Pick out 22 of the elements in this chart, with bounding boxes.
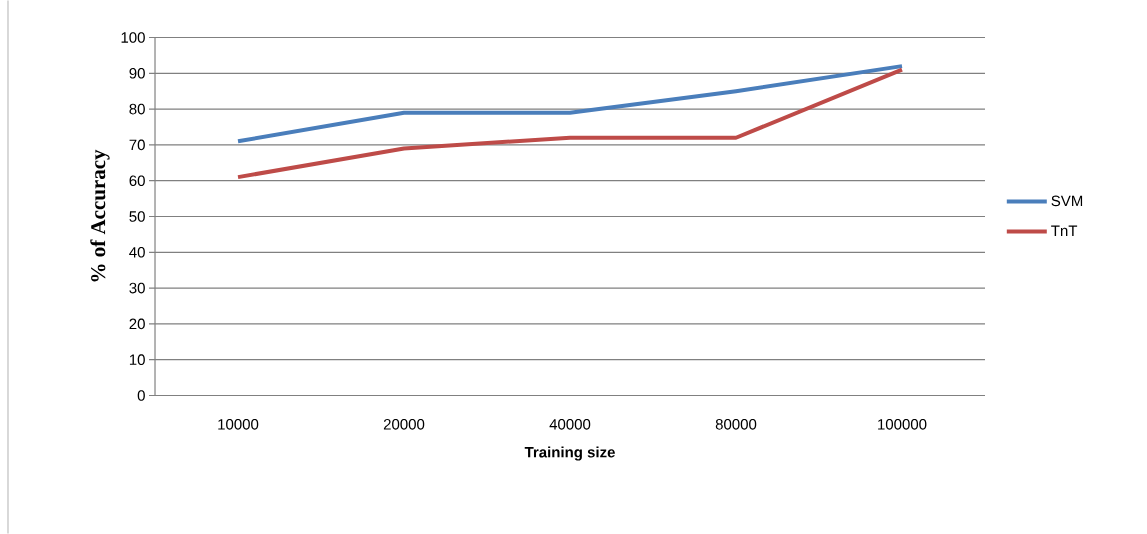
y-tick-label: 80 [129,103,145,115]
y-tick-label: 50 [129,211,145,222]
x-tick-label: 10000 [218,419,259,430]
legend-label: TnT [1051,225,1078,236]
y-tick-label: 20 [129,318,145,330]
y-tick-label: 40 [129,246,145,258]
y-tick-label: 0 [137,390,145,401]
y-tick-label: 90 [129,67,145,79]
x-tick-label: 80000 [715,419,757,430]
y-tick-label: 30 [129,282,145,294]
x-tick-label: 40000 [549,419,591,430]
x-tick-label: 20000 [383,419,425,430]
x-tick-label: 100000 [878,419,927,430]
line-series [236,67,904,180]
y-tick-label: 70 [129,139,145,151]
x-axis-title: Training size [524,446,615,461]
y-tick-label: 10 [129,354,145,365]
y-tick-label: 100 [121,32,145,43]
line-series [236,64,904,144]
y-tick-label: 60 [129,175,145,186]
legend-label: SVM [1051,195,1083,207]
y-axis-title: % of Accuracy [90,149,110,282]
